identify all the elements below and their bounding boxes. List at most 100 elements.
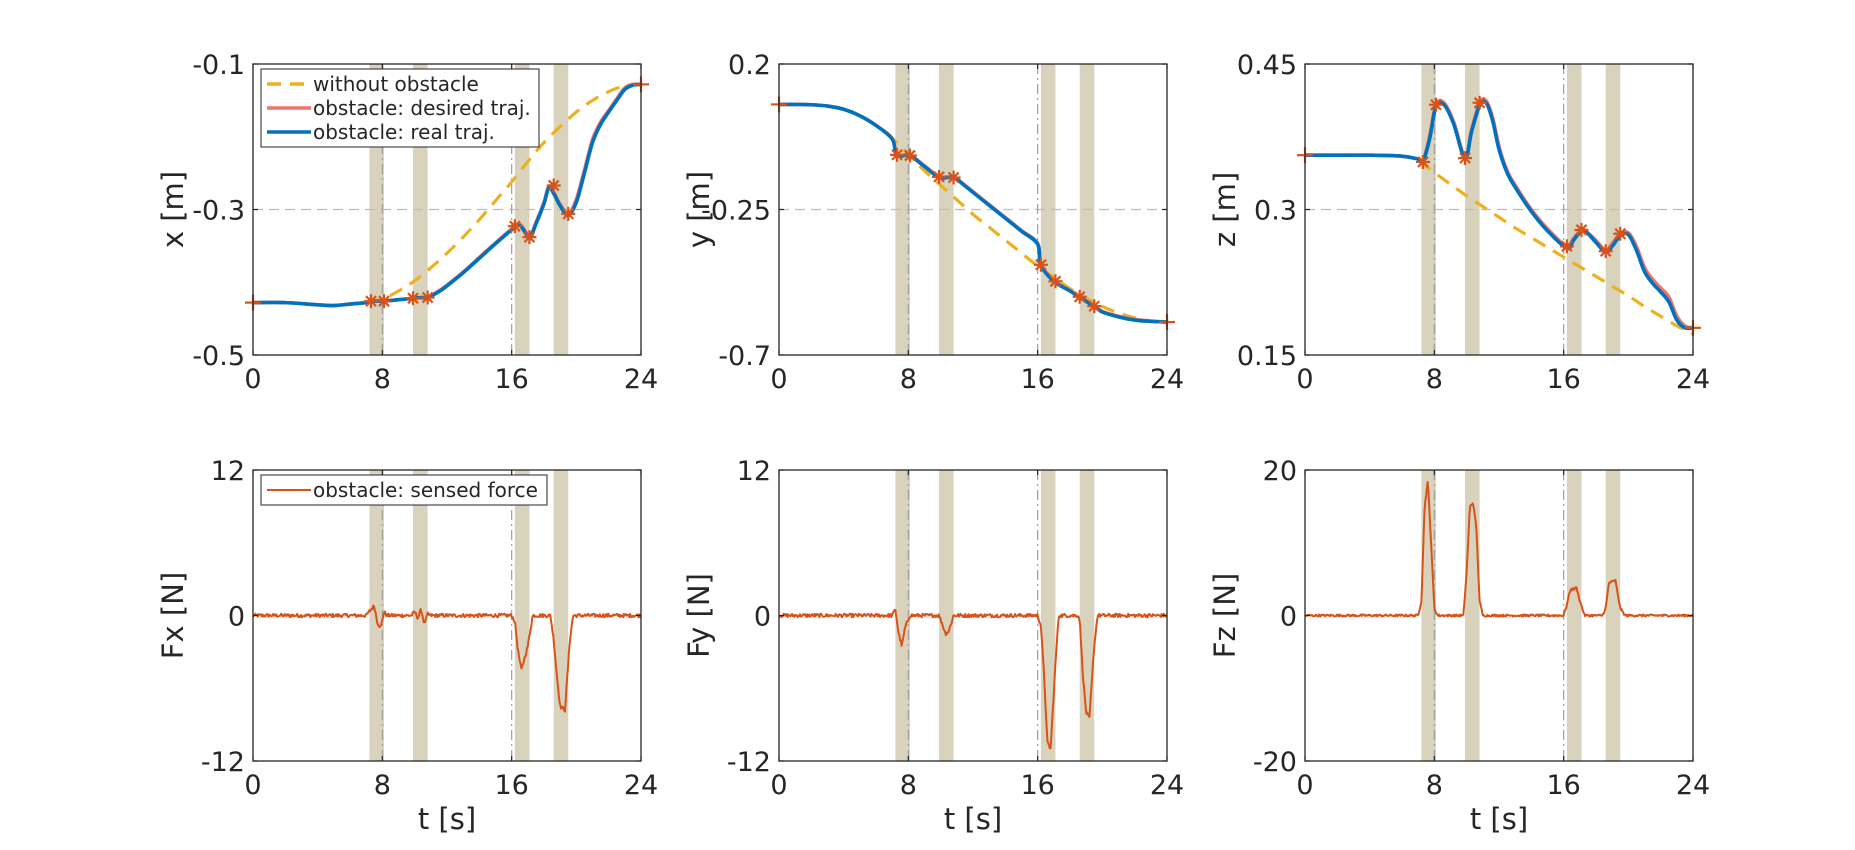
y-tick-label: 0.45	[1237, 50, 1297, 81]
contact-interval-2	[1465, 470, 1480, 761]
star-marker	[406, 291, 421, 306]
y-tick-label: 12	[211, 456, 245, 487]
y-tick-label: -0.25	[701, 196, 771, 227]
series-group	[1305, 97, 1693, 336]
star-marker	[1559, 239, 1574, 254]
y-axis-label: x [m]	[156, 171, 190, 248]
legend-label: obstacle: desired traj.	[313, 96, 531, 120]
y-axis-label: y [m]	[682, 171, 716, 248]
star-marker	[1087, 299, 1102, 314]
x-axis-label: t [s]	[1470, 802, 1528, 836]
contact-interval-1	[895, 64, 910, 355]
y-tick-label: 0	[1280, 602, 1297, 633]
series-obstacle-real-traj	[1305, 99, 1693, 331]
contact-interval-3	[514, 470, 530, 761]
x-tick-label: 0	[770, 770, 787, 801]
contact-interval-2	[413, 470, 428, 761]
y-tick-label: 0	[228, 602, 245, 633]
series-without-obstacle	[1305, 153, 1693, 336]
y-axis-label: Fz [N]	[1208, 573, 1242, 658]
star-marker	[1048, 274, 1063, 289]
x-tick-label: 24	[624, 770, 658, 801]
x-tick-label: 24	[1676, 770, 1710, 801]
subplot-1: 0 8 16 24-0.5-0.3-0.1x [m]without obstacleo…	[156, 50, 658, 395]
x-axis-label: t [s]	[944, 802, 1002, 836]
x-tick-label: 24	[1150, 770, 1184, 801]
x-tick-label: 16	[1020, 364, 1054, 395]
x-tick-label: 16	[1546, 770, 1580, 801]
x-tick-label: 24	[624, 364, 658, 395]
legend: obstacle: sensed force	[260, 474, 548, 506]
x-tick-label: 8	[374, 364, 391, 395]
subplot-2: 0 8 16 24 -0.7 -0.25 0.2 y [m]	[682, 50, 1184, 395]
x-tick-label: 16	[1020, 770, 1054, 801]
series-group	[253, 604, 641, 713]
star-marker	[932, 169, 947, 184]
star-marker	[522, 230, 537, 245]
x-tick-label: 0	[244, 364, 261, 395]
y-axis-label: z [m]	[1208, 172, 1242, 247]
subplot-grid: 0 8 16 24-0.5-0.3-0.1x [m]without obstacleo…	[156, 50, 1710, 836]
x-tick-label: 8	[1426, 364, 1443, 395]
star-marker	[1613, 226, 1628, 241]
series-obstacle-sensed-force	[253, 604, 641, 713]
x-tick-label: 0	[1296, 364, 1313, 395]
star-marker	[902, 148, 917, 163]
contact-interval-3	[1566, 64, 1582, 355]
star-marker	[890, 147, 905, 162]
x-tick-label: 24	[1150, 364, 1184, 395]
series-group	[1305, 481, 1693, 618]
y-tick-label: -0.7	[718, 341, 771, 372]
x-tick-label: 16	[1546, 364, 1580, 395]
x-tick-label: 0	[1296, 770, 1313, 801]
x-tick-label: 16	[494, 770, 528, 801]
x-tick-label: 0	[244, 770, 261, 801]
y-tick-label: 0.15	[1237, 341, 1297, 372]
star-marker	[507, 219, 522, 234]
y-tick-label: 20	[1263, 456, 1297, 487]
x-tick-label: 8	[900, 364, 917, 395]
contact-interval-1	[1421, 470, 1436, 761]
star-marker	[1472, 95, 1487, 110]
legend-label: without obstacle	[313, 72, 479, 96]
contact-interval-4	[553, 470, 569, 761]
y-tick-label: -20	[1253, 747, 1297, 778]
star-marker	[1598, 244, 1613, 259]
y-axis-label: Fy [N]	[682, 573, 716, 658]
star-marker	[546, 178, 561, 193]
contact-interval-3	[1566, 470, 1582, 761]
y-tick-label: 12	[737, 456, 771, 487]
x-tick-label: 8	[900, 770, 917, 801]
x-tick-label: 24	[1676, 364, 1710, 395]
star-marker	[1458, 151, 1473, 166]
contact-interval-1	[895, 470, 910, 761]
star-marker	[376, 294, 391, 309]
star-marker	[1428, 97, 1443, 112]
star-marker	[561, 206, 576, 221]
series-group	[779, 608, 1167, 750]
x-tick-label: 8	[374, 770, 391, 801]
x-tick-label: 16	[494, 364, 528, 395]
star-marker	[1033, 257, 1048, 272]
x-axis-label: t [s]	[418, 802, 476, 836]
series-obstacle-sensed-force	[779, 608, 1167, 750]
legend-label: obstacle: sensed force	[313, 478, 538, 502]
y-tick-label: 0.3	[1254, 196, 1297, 227]
star-marker	[1416, 154, 1431, 169]
x-tick-label: 8	[1426, 770, 1443, 801]
contact-interval-2	[939, 470, 954, 761]
y-tick-label: 0	[754, 602, 771, 633]
y-tick-label: -12	[727, 747, 771, 778]
contact-interval-4	[1605, 470, 1621, 761]
x-tick-label: 0	[770, 364, 787, 395]
star-marker	[420, 290, 435, 305]
y-tick-label: 0.2	[728, 50, 771, 81]
y-tick-label: -0.1	[192, 50, 245, 81]
star-marker	[364, 294, 379, 309]
series-without-obstacle	[779, 102, 1167, 324]
